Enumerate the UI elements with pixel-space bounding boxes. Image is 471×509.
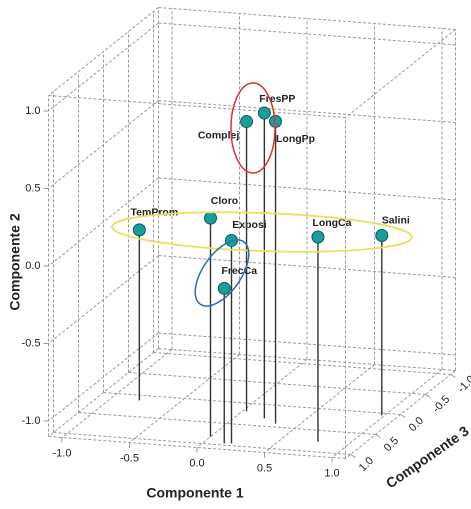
- x-axis-title: Componente 1: [146, 485, 243, 501]
- z-tick-label: -0.5: [430, 393, 452, 415]
- grid-line: [61, 349, 173, 438]
- grid: [43, 7, 456, 463]
- point-label: FresPP: [259, 93, 295, 105]
- x-tick-label: 0.5: [257, 462, 272, 474]
- point: [132, 223, 146, 237]
- point-label: LongCa: [312, 217, 351, 229]
- z-tick: [450, 374, 456, 378]
- z-tick-label: 0.0: [407, 415, 426, 434]
- point: [311, 230, 325, 244]
- y-tick-label: 1.0: [25, 105, 40, 117]
- point: [240, 115, 254, 129]
- point-label: Exposi: [232, 219, 267, 231]
- z-tick-label: 1.0: [357, 455, 376, 474]
- marks: TemPromCloroExposiFrecCaComplejFresPPLon…: [131, 93, 410, 444]
- y-tick-label: 0.5: [25, 182, 40, 194]
- point: [375, 229, 389, 242]
- grid-line: [196, 359, 308, 448]
- x-tick-label: 0.0: [189, 457, 204, 469]
- z-axis-title: Componente 3: [383, 422, 471, 491]
- point: [204, 211, 217, 225]
- highlight-blue: [194, 239, 250, 307]
- y-axis-title: Componente 2: [7, 213, 23, 310]
- point-label: Salini: [382, 214, 410, 226]
- grid-line: [331, 369, 443, 458]
- highlight-red: [230, 82, 276, 174]
- box-edge: [48, 95, 346, 118]
- grid-line: [53, 432, 351, 455]
- z-tick: [375, 434, 381, 438]
- z-tick: [350, 454, 356, 458]
- z-tick-label: 0.5: [382, 435, 401, 454]
- z-tick: [425, 394, 431, 398]
- grid-line: [128, 372, 426, 395]
- highlight-yellow: [111, 211, 413, 253]
- point-label: FrecCa: [221, 265, 257, 277]
- y-tick-label: -0.5: [22, 337, 41, 349]
- z-tick-label: -1.0: [455, 373, 471, 395]
- point-label: Complej: [198, 129, 240, 141]
- point: [217, 281, 231, 295]
- x-tick-label: -0.5: [120, 452, 139, 464]
- y-tick-label: 0.0: [25, 260, 40, 272]
- x-tick-label: 1.0: [324, 467, 339, 479]
- point-label: LongPp: [276, 133, 315, 145]
- y-tick-label: -1.0: [22, 415, 41, 427]
- point-label: Cloro: [211, 195, 238, 207]
- point: [257, 106, 271, 120]
- x-tick-label: -1.0: [53, 447, 72, 459]
- z-tick: [400, 414, 406, 418]
- box-edge: [345, 29, 456, 118]
